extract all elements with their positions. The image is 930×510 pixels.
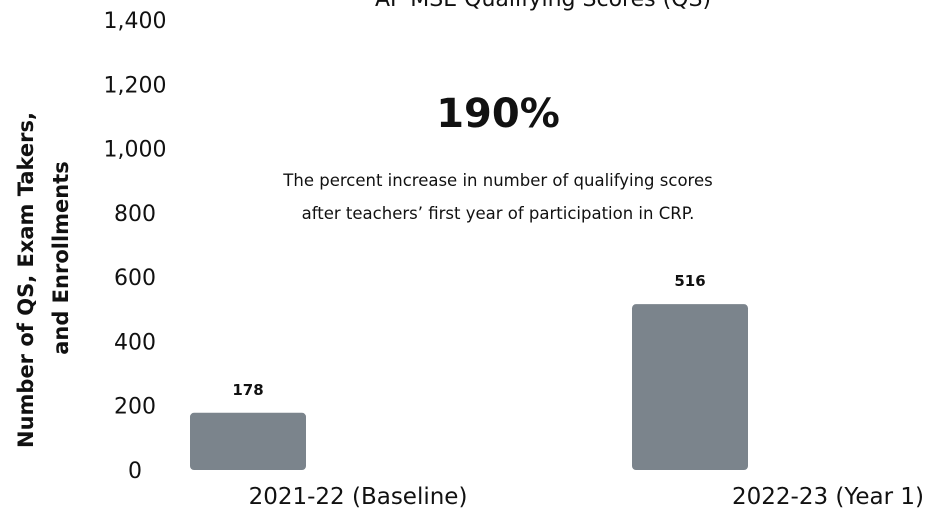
y-tick-label: 1,200 xyxy=(104,73,167,98)
bars-group: 178 516 xyxy=(190,272,748,470)
y-tick-label: 1,400 xyxy=(104,9,167,34)
y-tick-label: 1,000 xyxy=(104,138,167,163)
x-axis: 2021-22 (Baseline) 2022-23 (Year 1) xyxy=(249,484,924,510)
x-tick-label: 2021-22 (Baseline) xyxy=(249,484,468,510)
y-axis-title-line-2: and Enrollments xyxy=(49,161,73,355)
data-label: 516 xyxy=(674,272,705,290)
y-tick-label: 0 xyxy=(128,459,142,484)
x-tick-label: 2022-23 (Year 1) xyxy=(732,484,924,510)
annotation-line-2: after teachers’ first year of participat… xyxy=(302,204,695,223)
y-tick-label: 200 xyxy=(114,395,156,420)
y-tick-label: 400 xyxy=(114,330,156,355)
y-tick-label: 800 xyxy=(114,202,156,227)
bar xyxy=(632,304,748,470)
y-tick-label: 600 xyxy=(114,266,156,291)
data-label: 178 xyxy=(232,381,263,399)
legend-label: AP MSE Qualifying Scores (QS) xyxy=(375,0,711,12)
legend: AP MSE Qualifying Scores (QS) xyxy=(375,0,711,12)
annotation-line-1: The percent increase in number of qualif… xyxy=(282,171,712,190)
y-axis: 0 200 400 600 800 1,000 1,200 1,400 xyxy=(104,9,167,484)
y-axis-title-line-1: Number of QS, Exam Takers, xyxy=(14,112,38,448)
annotation-stat: 190% xyxy=(436,91,560,137)
bar xyxy=(190,412,306,470)
